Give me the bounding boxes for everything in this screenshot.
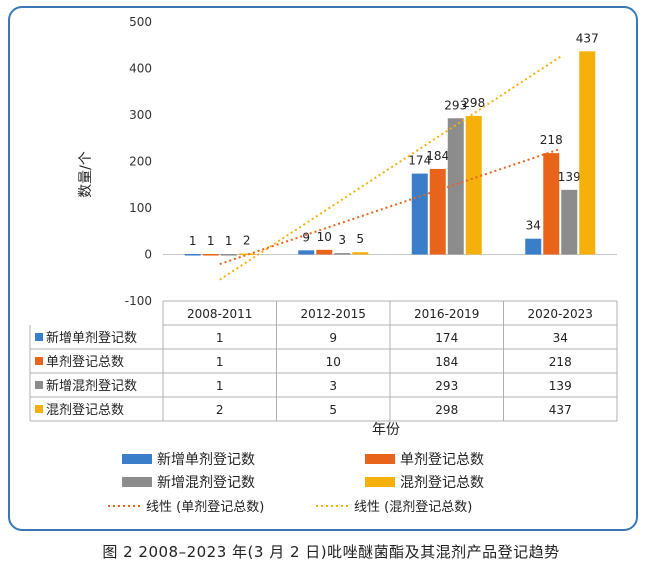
legend-swatch [122,477,152,487]
table-cell: 5 [329,403,337,417]
bar-value-label: 2 [243,234,251,248]
y-tick-label: 300 [129,108,152,122]
table-cell: 1 [216,331,224,345]
y-tick-label: 100 [129,201,152,215]
legend-label: 线性 (混剂登记总数) [354,500,472,515]
y-tick-label: 200 [129,155,152,169]
x-category-label: 2016-2019 [414,307,479,321]
table-row-label: 混剂登记总数 [46,403,124,418]
table-cell: 1 [216,355,224,369]
bar-value-label: 437 [576,31,599,45]
bar [543,153,560,255]
bar-value-label: 3 [338,233,346,247]
bar [334,253,351,255]
legend-swatch [365,477,395,487]
y-axis-title: 数量/个 [78,151,94,198]
bar [447,118,464,255]
table-legend-swatch [35,405,43,413]
bar [561,189,578,255]
bar-value-label: 174 [408,154,431,168]
bar [316,249,333,255]
bar-value-label: 5 [356,232,364,246]
legend-swatch [365,454,395,464]
chart-frame [8,6,638,531]
legend-swatch [122,454,152,464]
table-cell: 10 [326,355,341,369]
bar [579,51,596,255]
bar-value-label: 139 [558,170,581,184]
bar [298,250,315,255]
legend-label: 单剂登记总数 [400,452,484,468]
table-cell: 298 [435,403,458,417]
bar [238,253,255,256]
table-row-label: 新增单剂登记数 [46,330,137,346]
x-category-label: 2008-2011 [187,307,252,321]
table-row-label: 新增混剂登记数 [46,378,137,394]
table-cell: 437 [549,403,572,417]
bar-value-label: 218 [540,133,563,147]
bar [465,115,482,255]
bar-value-label: 293 [444,98,467,112]
x-category-label: 2020-2023 [528,307,593,321]
bar [429,168,446,255]
bar-value-label: 9 [302,230,310,244]
bar-value-label: 184 [426,149,449,163]
y-tick-label: -100 [125,294,152,308]
table-legend-swatch [35,381,43,389]
table-cell: 34 [553,331,568,345]
bar [202,254,219,256]
figure-caption: 图 2 2008–2023 年(3 月 2 日)吡唑醚菌酯及其混剂产品登记趋势 [102,543,560,561]
table-cell: 139 [549,379,572,393]
bar [220,254,237,256]
bar [525,238,542,255]
bar-value-label: 1 [189,234,197,248]
table-cell: 2 [216,403,224,417]
trendline [219,55,561,281]
legend-label: 新增单剂登记数 [157,452,255,468]
table-cell: 9 [329,331,337,345]
bar-value-label: 10 [317,230,332,244]
table-row-label: 单剂登记总数 [46,355,124,370]
legend-label: 线性 (单剂登记总数) [146,500,264,515]
bar [352,252,369,255]
y-tick-label: 500 [129,15,152,29]
table-cell: 174 [435,331,458,345]
bar-value-label: 298 [462,96,485,110]
y-tick-label: 400 [129,62,152,76]
legend-label: 混剂登记总数 [400,475,484,491]
legend-label: 新增混剂登记数 [157,475,255,491]
table-legend-swatch [35,357,43,365]
bar [184,254,201,256]
x-axis-title: 年份 [372,422,400,438]
table-legend-swatch [35,333,43,341]
bar-value-label: 1 [207,234,215,248]
bar-value-label: 34 [526,219,541,233]
table-cell: 293 [435,379,458,393]
y-tick-label: 0 [144,248,152,262]
bar [411,173,428,255]
table-cell: 184 [435,355,458,369]
x-category-label: 2012-2015 [301,307,366,321]
bar-value-label: 1 [225,234,233,248]
table-cell: 1 [216,379,224,393]
table-cell: 3 [329,379,337,393]
table-cell: 218 [549,355,572,369]
